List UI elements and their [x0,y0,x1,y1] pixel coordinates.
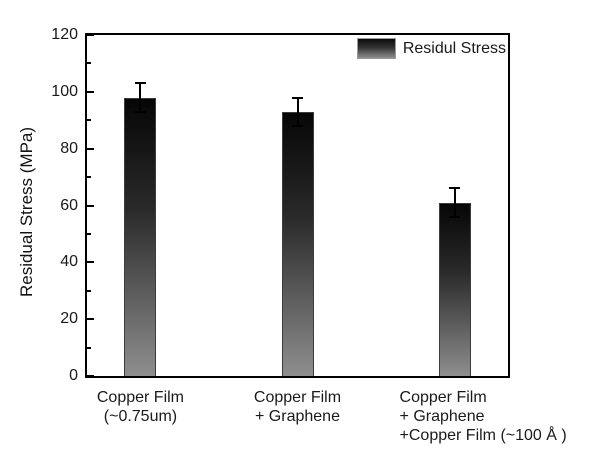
y-minor-tick [87,346,91,349]
y-minor-tick [87,289,91,292]
y-tick-label: 80 [60,139,78,157]
x-category-label: Copper Film (~0.75um) [30,388,250,426]
error-bar [139,83,142,112]
error-bar [296,97,299,126]
y-major-tick [87,375,94,377]
x-category-label-line: Copper Film [96,389,185,406]
y-tick-label: 40 [60,253,78,271]
y-minor-tick [87,232,91,235]
x-category-label-line: Copper Film [253,389,342,406]
y-major-tick [87,318,94,321]
x-category-label-line: + Graphene [255,408,340,425]
x-category-label: Copper Film + Graphene [188,388,408,426]
error-bar-cap [449,187,461,190]
legend-label: Residul Stress [402,40,506,57]
x-category-label-line: +Copper Film (~100 Å ) [399,427,567,444]
bar [124,97,157,376]
legend-swatch [356,38,396,59]
error-bar-cap [134,82,146,85]
y-major-tick [87,147,94,150]
bar [438,202,471,376]
y-tick-label: 100 [51,82,78,100]
error-bar-cap [292,96,303,99]
y-major-tick [87,34,94,36]
x-category-label-line: (~0.75um) [103,408,178,425]
error-bar-cap [449,215,461,218]
bar [281,111,314,376]
x-category-label-line: Copper Film [399,389,487,406]
y-minor-tick [87,62,91,65]
y-major-tick [87,261,94,264]
x-category-label: Copper Film + Graphene +Copper Film (~100 … [400,388,612,445]
y-major-tick [87,90,94,93]
plot-area: Residul Stress [85,33,510,378]
error-bar-cap [134,110,146,113]
y-tick-label: 60 [60,196,78,214]
y-minor-tick [87,176,91,179]
y-tick-label: 20 [60,310,78,328]
error-bar-cap [292,124,303,127]
y-tick-label: 0 [69,367,78,384]
y-tick-label: 120 [51,26,78,43]
error-bar [453,188,456,217]
legend: Residul Stress [356,38,507,59]
x-category-label-line: + Graphene [399,408,485,425]
y-minor-tick [87,119,91,122]
y-major-tick [87,204,94,207]
